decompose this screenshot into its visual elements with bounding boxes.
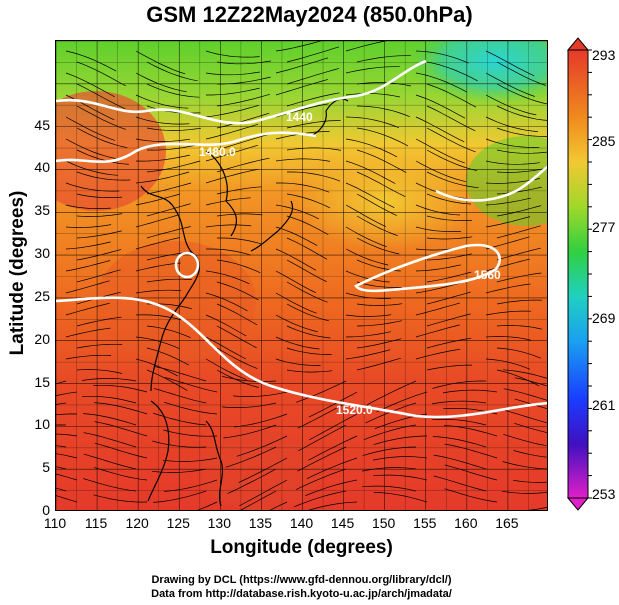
y-tick-label: 15 — [34, 373, 50, 390]
height-contours — [56, 59, 547, 419]
colorbar-label-253: 253 — [592, 486, 616, 502]
x-tick-label: 130 — [207, 515, 231, 531]
x-tick-label: 115 — [84, 515, 108, 531]
y-tick-label: 5 — [42, 459, 50, 476]
y-tick-label: 0 — [42, 502, 50, 518]
x-tick-label: 145 — [330, 515, 355, 531]
x-tick-label: 160 — [454, 515, 478, 531]
map-plot-area: 1480.0 1440 1560 1520.0 — [55, 40, 548, 511]
colorbar-label-269: 269 — [592, 310, 616, 326]
contour-label-1560: 1560 — [474, 268, 501, 282]
temperature-field: 1480.0 1440 1560 1520.0 — [56, 41, 547, 510]
x-axis-title: Longitude (degrees) — [210, 537, 393, 558]
x-tick-label: 150 — [371, 515, 396, 531]
y-tick-label: 40 — [34, 159, 50, 176]
x-tick-label: 125 — [166, 515, 190, 531]
contour-label-1480: 1480.0 — [199, 145, 236, 159]
y-tick-label: 30 — [34, 245, 50, 262]
y-tick-label: 20 — [34, 330, 50, 347]
chart-title: GSM 12Z22May2024 (850.0hPa) — [146, 2, 473, 27]
y-tick-label: 10 — [34, 416, 50, 433]
x-tick-label: 165 — [495, 515, 519, 531]
y-axis-title: Latitude (degrees) — [7, 190, 28, 356]
contour-label-1520: 1520.0 — [336, 403, 373, 417]
x-tick-label: 155 — [413, 515, 437, 531]
x-tick-label: 135 — [248, 515, 273, 531]
credit-data: Data from http://database.rish.kyoto-u.a… — [151, 588, 452, 600]
y-tick-label: 45 — [34, 116, 50, 133]
contour-label-1440: 1440 — [286, 110, 313, 124]
x-tick-label: 140 — [289, 515, 314, 531]
colorbar-label-261: 261 — [592, 397, 616, 413]
x-tick-label: 110 — [43, 515, 67, 531]
coastlines — [140, 98, 349, 507]
colorbar-label-277: 277 — [592, 219, 616, 235]
credit-drawing: Drawing by DCL (https://www.gfd-dennou.o… — [151, 574, 452, 586]
colorbar-label-293: 293 — [592, 47, 616, 63]
colorbar — [566, 37, 592, 511]
y-tick-label: 35 — [34, 202, 50, 219]
colorbar-label-285: 285 — [592, 133, 616, 149]
x-tick-label: 120 — [125, 515, 149, 531]
y-tick-label: 25 — [34, 287, 50, 304]
